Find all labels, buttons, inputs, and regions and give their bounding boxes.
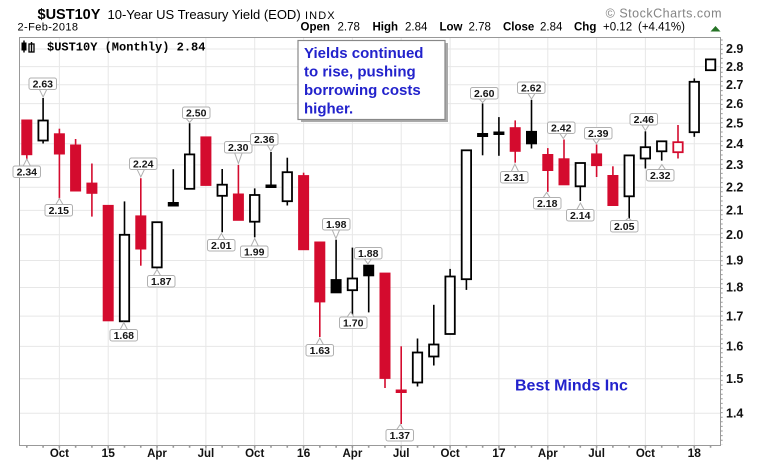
svg-text:Yields continued: Yields continued [304, 45, 423, 62]
svg-text:borrowing costs: borrowing costs [304, 82, 421, 99]
svg-text:2.60: 2.60 [474, 88, 495, 100]
svg-text:Low: Low [440, 22, 463, 34]
svg-text:2.2: 2.2 [726, 180, 743, 194]
svg-text:1.8: 1.8 [726, 281, 743, 295]
svg-text:2.5: 2.5 [726, 117, 743, 131]
svg-text:Jul: Jul [588, 448, 605, 460]
svg-text:to rise, pushing: to rise, pushing [304, 64, 416, 81]
svg-text:Open: Open [301, 22, 330, 34]
svg-text:2.78: 2.78 [469, 22, 491, 34]
svg-text:2-Feb-2018: 2-Feb-2018 [18, 22, 79, 34]
svg-text:Chg: Chg [574, 22, 596, 34]
svg-text:2.24: 2.24 [133, 158, 154, 170]
svg-text:2.01: 2.01 [211, 240, 232, 252]
svg-text:2.4: 2.4 [726, 137, 743, 151]
svg-text:2.30: 2.30 [228, 142, 249, 154]
svg-text:1.37: 1.37 [390, 430, 411, 442]
svg-text:Jul: Jul [393, 448, 410, 460]
svg-text:(+4.41%): (+4.41%) [638, 22, 685, 34]
svg-text:Apr: Apr [147, 448, 167, 460]
svg-text:Oct: Oct [636, 448, 655, 460]
svg-text:1.70: 1.70 [343, 317, 364, 329]
svg-text:1.4: 1.4 [726, 406, 743, 420]
svg-text:1.9: 1.9 [726, 254, 743, 268]
svg-text:INDX: INDX [305, 10, 336, 22]
svg-text:2.42: 2.42 [551, 122, 572, 134]
svg-text:15: 15 [102, 446, 116, 460]
svg-text:2.84: 2.84 [540, 22, 563, 34]
svg-text:1.99: 1.99 [244, 246, 265, 258]
svg-text:2.14: 2.14 [570, 210, 591, 222]
svg-text:1.68: 1.68 [114, 330, 135, 342]
svg-text:2.18: 2.18 [537, 198, 558, 210]
svg-text:18: 18 [688, 446, 702, 460]
svg-text:2.32: 2.32 [650, 170, 671, 182]
svg-text:2.6: 2.6 [726, 97, 743, 111]
svg-text:2.0: 2.0 [726, 228, 743, 242]
svg-text:higher.: higher. [304, 101, 353, 118]
svg-text:© StockCharts.com: © StockCharts.com [606, 7, 722, 21]
svg-text:2.31: 2.31 [504, 172, 525, 184]
svg-text:2.15: 2.15 [49, 205, 70, 217]
svg-text:Jul: Jul [198, 448, 215, 460]
svg-text:2.05: 2.05 [614, 221, 635, 233]
svg-text:2.46: 2.46 [634, 114, 655, 126]
svg-text:16: 16 [297, 446, 311, 460]
svg-text:1.88: 1.88 [358, 248, 379, 260]
svg-text:2.84: 2.84 [405, 22, 428, 34]
svg-text:1.5: 1.5 [726, 372, 743, 386]
svg-text:2.78: 2.78 [338, 22, 360, 34]
svg-text:$UST10Y: $UST10Y [38, 7, 101, 23]
svg-text:Oct: Oct [245, 448, 264, 460]
svg-text:2.62: 2.62 [521, 82, 542, 94]
svg-text:High: High [373, 22, 399, 34]
svg-text:2.9: 2.9 [726, 42, 743, 56]
svg-text:+0.12: +0.12 [603, 22, 632, 34]
svg-text:Best Minds Inc: Best Minds Inc [515, 378, 628, 395]
svg-text:Apr: Apr [538, 448, 558, 460]
svg-text:1.63: 1.63 [310, 345, 331, 357]
svg-text:2.8: 2.8 [726, 60, 743, 74]
svg-text:1.87: 1.87 [151, 276, 172, 288]
svg-text:1.6: 1.6 [726, 340, 743, 354]
svg-text:2.39: 2.39 [588, 128, 609, 140]
svg-text:2.63: 2.63 [33, 78, 54, 90]
svg-text:Close: Close [503, 22, 534, 34]
svg-text:2.1: 2.1 [726, 204, 743, 218]
svg-text:2.3: 2.3 [726, 158, 743, 172]
svg-text:2.50: 2.50 [186, 107, 207, 119]
svg-text:2.7: 2.7 [726, 78, 743, 92]
svg-text:2.36: 2.36 [254, 134, 275, 146]
svg-text:Oct: Oct [50, 448, 69, 460]
svg-text:2.34: 2.34 [17, 166, 38, 178]
svg-text:10-Year US Treasury Yield (EOD: 10-Year US Treasury Yield (EOD) [108, 7, 301, 22]
svg-text:17: 17 [492, 446, 506, 460]
svg-text:1.98: 1.98 [326, 219, 347, 231]
svg-text:1.7: 1.7 [726, 309, 743, 323]
svg-text:Apr: Apr [342, 448, 362, 460]
svg-text:$UST10Y (Monthly) 2.84: $UST10Y (Monthly) 2.84 [47, 41, 205, 55]
svg-text:Oct: Oct [441, 448, 460, 460]
